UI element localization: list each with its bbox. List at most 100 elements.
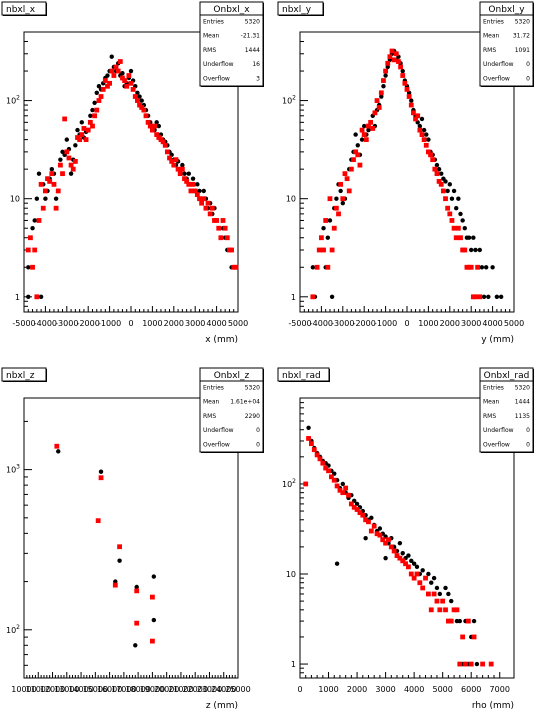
data-point bbox=[94, 90, 99, 96]
data-point bbox=[137, 94, 142, 99]
data-point bbox=[57, 162, 63, 168]
y-tick-label: 102 bbox=[6, 624, 20, 635]
data-point bbox=[388, 544, 394, 550]
data-point bbox=[436, 166, 442, 172]
x-axis: 0 1000 2000 3000 4000 5000 6000 7000 rho (mm) bbox=[297, 672, 514, 711]
data-point bbox=[175, 166, 181, 172]
data-point bbox=[445, 205, 451, 211]
data-point bbox=[169, 158, 175, 164]
data-point bbox=[30, 264, 35, 270]
x-tick-label: 21000 bbox=[168, 685, 193, 694]
data-point bbox=[363, 137, 369, 143]
x-tick-label: 2000 bbox=[164, 319, 184, 328]
data-point bbox=[426, 571, 431, 577]
data-point bbox=[68, 162, 74, 168]
y-axis: 1 10 102 bbox=[282, 397, 308, 679]
x-tick-label: 0 bbox=[404, 319, 409, 328]
data-point bbox=[434, 162, 440, 168]
x-tick-label: 1000 bbox=[318, 685, 338, 694]
chart-title: nbxl_x bbox=[6, 5, 36, 15]
data-point bbox=[139, 98, 144, 103]
x-tick-label: 0 bbox=[128, 319, 133, 328]
data-point bbox=[348, 166, 354, 172]
x-tick-label: 2000 bbox=[347, 685, 367, 694]
title-box bbox=[1, 1, 47, 16]
data-point bbox=[449, 598, 454, 604]
data-point bbox=[440, 598, 446, 604]
data-point bbox=[337, 487, 343, 493]
data-point bbox=[385, 60, 391, 66]
data-point bbox=[79, 120, 84, 125]
x-tick-label: 18000 bbox=[125, 685, 150, 694]
data-point bbox=[406, 564, 411, 570]
data-point bbox=[320, 460, 326, 466]
data-point bbox=[329, 294, 335, 300]
data-point bbox=[107, 80, 112, 86]
data-point bbox=[201, 188, 206, 194]
x-tick-label: -4000 bbox=[34, 319, 57, 328]
data-point bbox=[135, 98, 140, 103]
data-point bbox=[423, 142, 429, 148]
data-point bbox=[383, 555, 388, 561]
data-point bbox=[383, 540, 388, 546]
data-point bbox=[334, 196, 339, 201]
data-point bbox=[434, 585, 440, 591]
stats-value: 0 bbox=[526, 75, 530, 82]
data-point bbox=[334, 483, 340, 489]
data-point bbox=[359, 137, 365, 142]
data-point bbox=[124, 83, 130, 89]
data-point bbox=[458, 211, 463, 217]
data-point bbox=[94, 107, 100, 113]
data-point bbox=[436, 179, 442, 184]
data-point bbox=[411, 110, 416, 116]
data-point bbox=[457, 661, 463, 667]
stats-value: 16 bbox=[252, 61, 260, 68]
data-point bbox=[190, 176, 196, 181]
data-point bbox=[145, 119, 151, 125]
stats-value: 1135 bbox=[515, 413, 530, 420]
data-point bbox=[306, 425, 311, 431]
data-point bbox=[383, 73, 388, 78]
data-point bbox=[109, 68, 115, 74]
data-point bbox=[409, 98, 414, 103]
x-axis: -5000-4000-3000-2000-1000 0 1000 2000 3000 40… bbox=[288, 306, 524, 345]
data-point bbox=[409, 558, 414, 564]
x-tick-label: 0 bbox=[297, 685, 302, 694]
data-point bbox=[340, 481, 345, 487]
data-point bbox=[397, 540, 403, 546]
stats-key: Underflow bbox=[483, 427, 514, 434]
data-point bbox=[477, 294, 483, 300]
y-tick-label: 102 bbox=[282, 478, 296, 489]
data-point bbox=[417, 580, 423, 586]
data-point bbox=[180, 162, 185, 168]
x-tick-label: 3000 bbox=[375, 685, 395, 694]
data-point bbox=[469, 247, 474, 253]
data-point bbox=[192, 188, 198, 194]
stats-box: Onbxl_z Entries 5320 Mean 1.61e+04 RMS 2290 Und… bbox=[199, 367, 264, 453]
data-point bbox=[434, 171, 440, 177]
data-point bbox=[182, 176, 187, 182]
data-point bbox=[434, 598, 440, 604]
data-point bbox=[233, 264, 239, 270]
stats-box: Onbxl_y Entries 5320 Mean 31.72 RMS 1091Underf… bbox=[479, 1, 534, 87]
data-point bbox=[70, 166, 76, 172]
data-point bbox=[406, 94, 412, 99]
data-point bbox=[471, 235, 476, 240]
data-point bbox=[195, 182, 200, 187]
data-point bbox=[220, 218, 226, 223]
data-point bbox=[394, 553, 400, 559]
data-point bbox=[457, 618, 462, 624]
data-point bbox=[439, 171, 444, 176]
data-point bbox=[87, 119, 93, 125]
data-point bbox=[306, 436, 311, 441]
data-point bbox=[381, 78, 386, 83]
x-tick-label: -3000 bbox=[331, 319, 354, 328]
x-tick-label: -2000 bbox=[353, 319, 376, 328]
data-point bbox=[376, 105, 382, 110]
data-point bbox=[310, 265, 316, 270]
data-point bbox=[310, 294, 316, 300]
data-point bbox=[49, 166, 55, 172]
data-point bbox=[154, 120, 159, 125]
stats-key: Underflow bbox=[203, 61, 234, 68]
